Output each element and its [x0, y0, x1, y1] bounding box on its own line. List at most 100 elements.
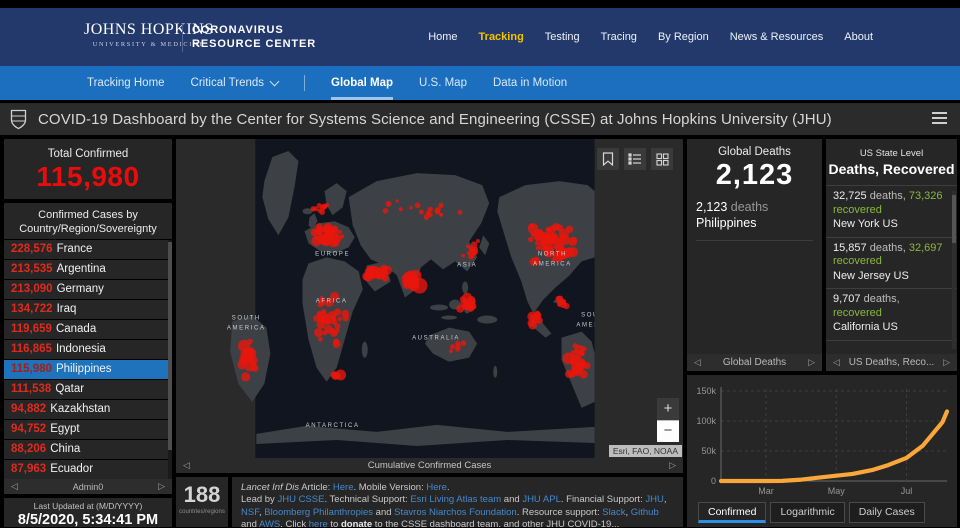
chart-tab-confirmed[interactable]: Confirmed	[698, 502, 766, 523]
subnav-item-label: Tracking Home	[87, 77, 165, 89]
country-row-ecuador[interactable]: 87,963Ecuador	[4, 460, 172, 479]
country-row-philippines[interactable]: 115,980 Philippines	[4, 360, 172, 379]
scrollbar-thumb[interactable]	[952, 195, 956, 243]
covid-dashboard-page: { "colors":{"navy":"#24396b","subnav":"#…	[0, 0, 960, 527]
jhu-shield-icon	[10, 109, 27, 130]
credit-link[interactable]: here	[309, 519, 328, 527]
subnav-item-u-s-map[interactable]: U.S. Map	[419, 66, 467, 100]
svg-text:Mar: Mar	[758, 486, 774, 496]
credit-link[interactable]: JHU CSSE	[277, 494, 324, 505]
country-row-qatar[interactable]: 111,538Qatar	[4, 380, 172, 399]
country-name: Indonesia	[56, 343, 106, 355]
country-name: Canada	[56, 323, 96, 335]
deaths-count: 32,725	[833, 190, 867, 202]
country-list-pager: ◁ Admin0 ▷	[4, 479, 172, 494]
country-row-egypt[interactable]: 94,752Egypt	[4, 420, 172, 439]
country-row-iraq[interactable]: 134,722Iraq	[4, 300, 172, 319]
zoom-out-button[interactable]: −	[657, 420, 679, 442]
us-state-row-massachusetts-us[interactable]: 8,657 deaths, 97,595 recoveredMassachuse…	[826, 340, 957, 346]
map-label-europe: EUROPE	[315, 251, 350, 257]
map-label-south: SOUTH	[232, 316, 261, 322]
country-list-scrollbar[interactable]	[168, 240, 172, 479]
credit-text: and	[501, 494, 522, 505]
credit-link[interactable]: Here	[426, 482, 447, 493]
layer-next-icon[interactable]: ▷	[669, 460, 676, 471]
scrollbar-thumb[interactable]	[168, 242, 172, 450]
chart-tab-logarithmic[interactable]: Logarithmic	[770, 502, 844, 523]
credit-link[interactable]: Slack	[602, 507, 625, 518]
country-row-france[interactable]: 228,576France	[4, 240, 172, 259]
topnav-item-about[interactable]: About	[844, 31, 873, 43]
pager-prev-icon[interactable]: ◁	[11, 481, 18, 492]
country-name: Kazakhstan	[50, 403, 110, 415]
pager-next-icon[interactable]: ▷	[158, 481, 165, 492]
global-deaths-panel: Global Deaths 2,123 2,123 deaths Philipp…	[687, 139, 822, 371]
countries-count: 188	[176, 477, 228, 508]
subnav-item-global-map[interactable]: Global Map	[331, 66, 393, 100]
topnav-item-testing[interactable]: Testing	[545, 31, 580, 43]
country-name: Philippines	[56, 363, 112, 375]
topnav-item-news-resources[interactable]: News & Resources	[730, 31, 824, 43]
world-map[interactable]: EUROPEASIAAFRICAAUSTRALIANORTHAMERICASOU…	[176, 139, 683, 473]
country-list: 228,576France213,535Argentina213,090Germ…	[4, 240, 172, 479]
logo-divider	[182, 24, 183, 52]
credit-link[interactable]: Github	[631, 507, 659, 518]
credit-link[interactable]: Stavros Niarchos Foundation	[394, 507, 517, 518]
credit-link[interactable]: Esri Living Atlas team	[410, 494, 501, 505]
credit-link[interactable]: NSF	[241, 507, 259, 518]
credits-panel: Lancet Inf Dis Article: Here. Mobile Ver…	[232, 477, 683, 527]
map-canvas[interactable]: EUROPEASIAAFRICAAUSTRALIANORTHAMERICASOU…	[176, 139, 683, 458]
pager-next-icon[interactable]: ▷	[943, 357, 950, 368]
subnav-item-data-in-motion[interactable]: Data in Motion	[493, 66, 567, 100]
subnav-item-critical-trends[interactable]: Critical Trends	[191, 66, 279, 100]
country-row-china[interactable]: 88,206China	[4, 440, 172, 459]
subnav-item-label: U.S. Map	[419, 77, 467, 89]
detail-deaths-label: deaths	[731, 200, 769, 214]
country-row-indonesia[interactable]: 116,865Indonesia	[4, 340, 172, 359]
svg-text:Jul: Jul	[901, 486, 913, 496]
subnav-item-label: Global Map	[331, 77, 393, 89]
credit-link[interactable]: AWS	[259, 519, 280, 527]
deaths-count: 9,707	[833, 293, 861, 305]
credit-text: donate	[341, 519, 372, 527]
us-list-scrollbar[interactable]	[952, 191, 956, 349]
credits-line: Lancet Inf Dis Article: Here. Mobile Ver…	[241, 482, 674, 494]
cases-trend-chart-panel: 050k100k150kMarMayJul ConfirmedLogarithm…	[687, 375, 957, 527]
bookmark-icon[interactable]	[597, 148, 619, 170]
us-state-row-new-york-us[interactable]: 32,725 deaths, 73,326 recoveredNew York …	[826, 185, 957, 237]
country-row-canada[interactable]: 119,659Canada	[4, 320, 172, 339]
us-state-row-new-jersey-us[interactable]: 15,857 deaths, 32,697 recoveredNew Jerse…	[826, 237, 957, 289]
layer-prev-icon[interactable]: ◁	[183, 460, 190, 471]
map-label-australia: AUSTRALIA	[412, 336, 460, 342]
credit-link[interactable]: Here	[333, 482, 354, 493]
country-row-argentina[interactable]: 213,535Argentina	[4, 260, 172, 279]
pager-next-icon[interactable]: ▷	[808, 357, 815, 368]
layer-list-icon[interactable]	[624, 148, 646, 170]
credit-link[interactable]: JHU	[645, 494, 663, 505]
country-case-count: 115,980	[11, 363, 52, 375]
topnav-item-tracking[interactable]: Tracking	[479, 31, 524, 43]
basemap-grid-icon[interactable]	[651, 148, 673, 170]
us-pager-label: US Deaths, Reco...	[849, 357, 935, 368]
hamburger-menu-icon[interactable]	[932, 112, 947, 127]
recovered-count: recovered	[833, 307, 882, 319]
subnav-divider	[304, 75, 305, 91]
us-state-stats: 9,707 deaths, recovered	[833, 293, 950, 320]
credit-link[interactable]: Bloomberg Philanthropies	[264, 507, 373, 518]
tracking-sub-navigation: Tracking Home Critical Trends Global Map U.…	[0, 66, 960, 100]
coronavirus-resource-center-logo[interactable]: CORONAVIRUS RESOURCE CENTER	[192, 24, 316, 51]
country-row-kazakhstan[interactable]: 94,882Kazakhstan	[4, 400, 172, 419]
country-row-germany[interactable]: 213,090Germany	[4, 280, 172, 299]
zoom-in-button[interactable]: +	[657, 398, 679, 420]
us-state-row-california-us[interactable]: 9,707 deaths, recoveredCalifornia US	[826, 288, 957, 340]
topnav-item-by-region[interactable]: By Region	[658, 31, 709, 43]
chart-tab-daily-cases[interactable]: Daily Cases	[849, 502, 925, 523]
credit-link[interactable]: JHU APL	[522, 494, 561, 505]
global-deaths-detail[interactable]: 2,123 deaths Philippines	[696, 199, 813, 241]
subnav-item-tracking-home[interactable]: Tracking Home	[87, 66, 165, 100]
topnav-item-home[interactable]: Home	[428, 31, 457, 43]
pager-prev-icon[interactable]: ◁	[833, 357, 840, 368]
pager-prev-icon[interactable]: ◁	[694, 357, 701, 368]
topnav-item-tracing[interactable]: Tracing	[601, 31, 637, 43]
us-panel-title: Deaths, Recovered	[826, 161, 957, 177]
